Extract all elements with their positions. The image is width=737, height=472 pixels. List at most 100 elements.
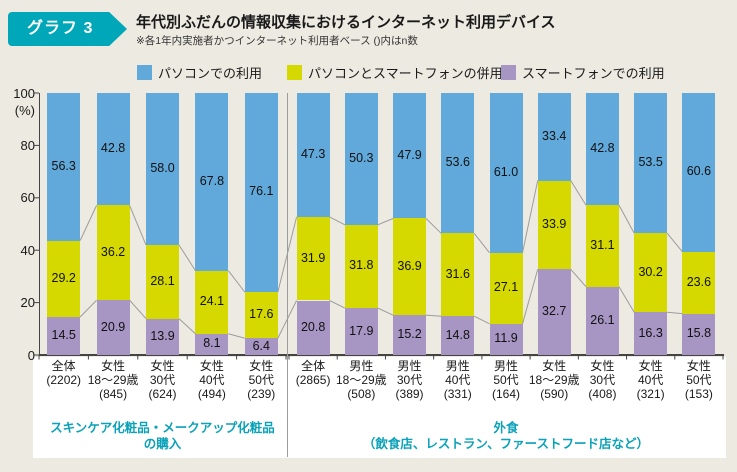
bar-segment-both <box>585 205 619 287</box>
bar-segment-pc <box>682 93 716 252</box>
bar-value-label-both: 28.1 <box>150 273 175 288</box>
bar-value-label-sp: 13.9 <box>150 328 175 343</box>
x-category-line: (2202) <box>46 373 82 387</box>
bar-value-label-sp: 32.7 <box>542 304 567 319</box>
bar-value-label-both: 36.2 <box>100 244 126 259</box>
x-category-line: 30代 <box>396 373 423 387</box>
legend-label-sp: スマートフォンでの利用 <box>522 66 665 81</box>
bar-segment-both <box>682 251 716 314</box>
x-category-line: 30代 <box>149 373 176 387</box>
y-tick-label: 0 <box>27 347 35 363</box>
bar-segment-both <box>47 240 81 317</box>
connector-both-top <box>666 232 683 253</box>
connector-sp-top <box>570 268 587 287</box>
bar-value-label-pc: 67.8 <box>199 173 225 188</box>
bar-value-label-sp: 14.8 <box>445 327 470 342</box>
bar-segment-sp <box>537 269 571 355</box>
bar-value-label-both: 23.6 <box>686 274 712 289</box>
x-category-label: 男性 40代 (331) <box>426 359 490 401</box>
bar-segment-sp <box>441 316 475 355</box>
bar-segment-pc <box>634 93 668 234</box>
connector-both-top <box>570 180 587 206</box>
connector-both-top <box>618 204 635 234</box>
bar-value-label-pc: 60.6 <box>686 164 712 179</box>
bar-segment-pc <box>195 93 229 271</box>
x-category-label: 女性 50代 (153) <box>667 359 731 401</box>
x-category-line: (2865) <box>295 373 331 387</box>
group-caption-line: の購入 <box>143 436 182 451</box>
connector-sp-top <box>377 307 394 316</box>
x-category-line: 50代 <box>493 373 519 387</box>
bar-value-label-pc: 33.4 <box>542 128 567 143</box>
bar-value-label-both: 27.1 <box>493 280 519 295</box>
bar-value-label-sp: 26.1 <box>590 312 615 327</box>
bar-value-label-sp: 16.3 <box>638 325 663 340</box>
legend-item-pc: パソコンでの利用 <box>137 63 262 82</box>
bar-value-label-sp: 20.9 <box>100 319 126 334</box>
connector-both-top <box>228 270 246 293</box>
bar-value-label-both: 31.6 <box>445 266 470 281</box>
bar-value-label-both: 17.6 <box>249 307 274 322</box>
group-caption-line: スキンケア化粧品・メークアップ化粧品 <box>50 421 275 435</box>
bar-segment-pc <box>489 93 523 253</box>
y-axis-unit: (%) <box>14 103 35 118</box>
connector-sp-top <box>667 311 683 315</box>
x-category-line: (845) <box>99 387 128 401</box>
x-category-line: 男性 <box>493 359 518 373</box>
bar-segment-both <box>146 244 179 319</box>
x-category-line: 男性 <box>445 359 470 373</box>
bar-value-label-pc: 53.5 <box>638 155 663 170</box>
x-category-line: 女性 <box>542 359 567 373</box>
x-category-line: (624) <box>148 387 177 401</box>
group-caption-line: 外食 <box>493 421 519 435</box>
connector-sp-top <box>618 286 635 313</box>
bar-value-label-both: 29.2 <box>51 270 76 285</box>
chart-title: 年代別ふだんの情報収集におけるインターネット利用デバイス <box>136 14 556 31</box>
x-category-line: 18〜29歳 <box>335 373 387 387</box>
x-axis-line <box>39 354 724 356</box>
connector-both-top <box>178 244 196 271</box>
x-category-line: 全体 <box>51 359 76 373</box>
connector-sp-top <box>329 300 346 309</box>
bar-value-label-pc: 58.0 <box>150 160 175 175</box>
legend-label-both: パソコンとスマートフォンの併用 <box>308 66 503 81</box>
bar-value-label-pc: 42.8 <box>590 141 615 156</box>
x-category-line: 女性 <box>150 359 175 373</box>
x-category-line: (153) <box>684 387 713 401</box>
x-category-label: 女性 30代 (408) <box>570 359 634 401</box>
bar-segment-pc <box>47 93 81 241</box>
chart-note: ※各1年内実施者かつインターネット利用者ベース ()内はn数 <box>136 35 418 47</box>
x-category-line: 40代 <box>637 373 664 387</box>
bar-segment-sp <box>195 333 229 355</box>
connector-both-top <box>425 218 442 234</box>
bar-segment-pc <box>146 93 179 245</box>
bar-value-label-sp: 6.4 <box>252 338 270 353</box>
bar-segment-sp <box>296 300 330 355</box>
bar-segment-sp <box>634 312 668 355</box>
legend-swatch-pc-icon <box>137 65 152 80</box>
bar-segment-pc <box>393 93 427 219</box>
bar-value-label-both: 33.9 <box>542 216 567 231</box>
bar-segment-pc <box>296 93 330 217</box>
bar-value-label-pc: 56.3 <box>51 158 76 173</box>
bar-segment-both <box>489 252 523 324</box>
bar-value-label-both: 31.1 <box>590 237 615 252</box>
x-category-line: (331) <box>443 387 472 401</box>
legend-swatch-sp-icon <box>501 65 516 80</box>
bar-segment-both <box>537 180 571 270</box>
legend-swatch-both-icon <box>287 65 302 80</box>
bar-segment-both <box>344 224 378 309</box>
connector-both-top <box>377 218 394 226</box>
bar-segment-sp <box>393 315 427 355</box>
bar-segment-both <box>244 292 278 339</box>
bar-segment-both <box>393 218 427 316</box>
bar-segment-both <box>296 216 330 301</box>
x-category-line: 50代 <box>248 373 274 387</box>
x-category-line: (389) <box>395 387 424 401</box>
x-category-line: 18〜29歳 <box>528 373 580 387</box>
bar-segment-pc <box>441 93 475 234</box>
connector-both-top <box>473 233 490 254</box>
connector-sp-top <box>79 299 97 318</box>
legend-item-sp: スマートフォンでの利用 <box>501 63 665 82</box>
